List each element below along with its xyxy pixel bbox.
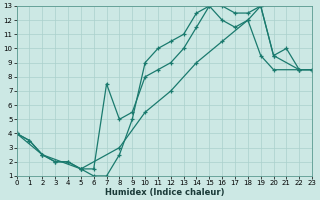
X-axis label: Humidex (Indice chaleur): Humidex (Indice chaleur)	[105, 188, 224, 197]
